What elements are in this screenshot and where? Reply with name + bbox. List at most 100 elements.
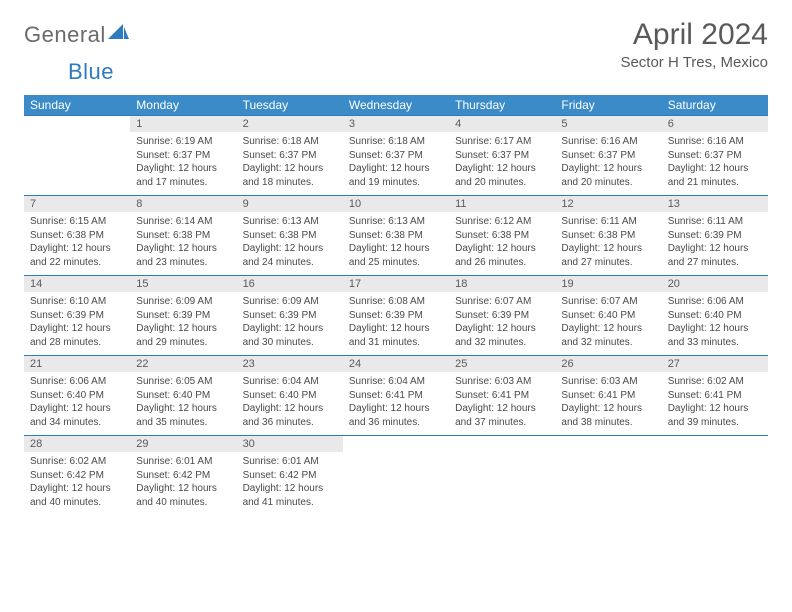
calendar-day-cell <box>343 435 449 515</box>
day-body: Sunrise: 6:04 AMSunset: 6:40 PMDaylight:… <box>237 372 343 435</box>
day-number: 24 <box>343 355 449 372</box>
calendar-header-row: Sunday Monday Tuesday Wednesday Thursday… <box>24 95 768 115</box>
day-body: Sunrise: 6:09 AMSunset: 6:39 PMDaylight:… <box>130 292 236 355</box>
day-body: Sunrise: 6:04 AMSunset: 6:41 PMDaylight:… <box>343 372 449 435</box>
day-body: Sunrise: 6:11 AMSunset: 6:38 PMDaylight:… <box>555 212 661 275</box>
calendar-day-cell: 6Sunrise: 6:16 AMSunset: 6:37 PMDaylight… <box>662 115 768 195</box>
day-body: Sunrise: 6:02 AMSunset: 6:41 PMDaylight:… <box>662 372 768 435</box>
day-body: Sunrise: 6:03 AMSunset: 6:41 PMDaylight:… <box>449 372 555 435</box>
day-number: 9 <box>237 195 343 212</box>
day-number: 13 <box>662 195 768 212</box>
logo-text-1: General <box>24 22 106 48</box>
day-number: 30 <box>237 435 343 452</box>
day-number: 27 <box>662 355 768 372</box>
day-number: 7 <box>24 195 130 212</box>
calendar-day-cell: 1Sunrise: 6:19 AMSunset: 6:37 PMDaylight… <box>130 115 236 195</box>
calendar-day-cell: 27Sunrise: 6:02 AMSunset: 6:41 PMDayligh… <box>662 355 768 435</box>
calendar-week-row: 1Sunrise: 6:19 AMSunset: 6:37 PMDaylight… <box>24 115 768 195</box>
calendar-day-cell: 14Sunrise: 6:10 AMSunset: 6:39 PMDayligh… <box>24 275 130 355</box>
calendar-day-cell: 12Sunrise: 6:11 AMSunset: 6:38 PMDayligh… <box>555 195 661 275</box>
day-number: 4 <box>449 115 555 132</box>
empty-day <box>24 115 130 132</box>
day-number: 21 <box>24 355 130 372</box>
day-number: 28 <box>24 435 130 452</box>
day-body: Sunrise: 6:14 AMSunset: 6:38 PMDaylight:… <box>130 212 236 275</box>
calendar-body: 1Sunrise: 6:19 AMSunset: 6:37 PMDaylight… <box>24 115 768 515</box>
day-number: 29 <box>130 435 236 452</box>
calendar-week-row: 7Sunrise: 6:15 AMSunset: 6:38 PMDaylight… <box>24 195 768 275</box>
calendar-day-cell: 19Sunrise: 6:07 AMSunset: 6:40 PMDayligh… <box>555 275 661 355</box>
calendar-day-cell: 10Sunrise: 6:13 AMSunset: 6:38 PMDayligh… <box>343 195 449 275</box>
col-friday: Friday <box>555 95 661 115</box>
calendar-day-cell: 23Sunrise: 6:04 AMSunset: 6:40 PMDayligh… <box>237 355 343 435</box>
col-tuesday: Tuesday <box>237 95 343 115</box>
calendar-day-cell: 15Sunrise: 6:09 AMSunset: 6:39 PMDayligh… <box>130 275 236 355</box>
day-number: 14 <box>24 275 130 292</box>
day-body: Sunrise: 6:07 AMSunset: 6:40 PMDaylight:… <box>555 292 661 355</box>
col-monday: Monday <box>130 95 236 115</box>
empty-day <box>555 435 661 452</box>
calendar-day-cell: 8Sunrise: 6:14 AMSunset: 6:38 PMDaylight… <box>130 195 236 275</box>
day-number: 18 <box>449 275 555 292</box>
col-saturday: Saturday <box>662 95 768 115</box>
day-number: 12 <box>555 195 661 212</box>
day-number: 6 <box>662 115 768 132</box>
calendar-day-cell: 13Sunrise: 6:11 AMSunset: 6:39 PMDayligh… <box>662 195 768 275</box>
day-body: Sunrise: 6:15 AMSunset: 6:38 PMDaylight:… <box>24 212 130 275</box>
day-body: Sunrise: 6:01 AMSunset: 6:42 PMDaylight:… <box>130 452 236 515</box>
calendar-day-cell: 18Sunrise: 6:07 AMSunset: 6:39 PMDayligh… <box>449 275 555 355</box>
day-body: Sunrise: 6:13 AMSunset: 6:38 PMDaylight:… <box>343 212 449 275</box>
day-body: Sunrise: 6:03 AMSunset: 6:41 PMDaylight:… <box>555 372 661 435</box>
day-body: Sunrise: 6:13 AMSunset: 6:38 PMDaylight:… <box>237 212 343 275</box>
calendar-day-cell <box>555 435 661 515</box>
calendar-day-cell: 28Sunrise: 6:02 AMSunset: 6:42 PMDayligh… <box>24 435 130 515</box>
calendar-day-cell <box>24 115 130 195</box>
day-number: 11 <box>449 195 555 212</box>
calendar-day-cell: 4Sunrise: 6:17 AMSunset: 6:37 PMDaylight… <box>449 115 555 195</box>
location: Sector H Tres, Mexico <box>620 54 768 71</box>
calendar-table: Sunday Monday Tuesday Wednesday Thursday… <box>24 95 768 515</box>
sail-icon <box>108 24 130 47</box>
day-number: 15 <box>130 275 236 292</box>
day-body: Sunrise: 6:06 AMSunset: 6:40 PMDaylight:… <box>24 372 130 435</box>
empty-day <box>343 435 449 452</box>
calendar-day-cell: 9Sunrise: 6:13 AMSunset: 6:38 PMDaylight… <box>237 195 343 275</box>
calendar-day-cell: 17Sunrise: 6:08 AMSunset: 6:39 PMDayligh… <box>343 275 449 355</box>
day-number: 19 <box>555 275 661 292</box>
day-body: Sunrise: 6:09 AMSunset: 6:39 PMDaylight:… <box>237 292 343 355</box>
day-body: Sunrise: 6:11 AMSunset: 6:39 PMDaylight:… <box>662 212 768 275</box>
day-body: Sunrise: 6:02 AMSunset: 6:42 PMDaylight:… <box>24 452 130 515</box>
calendar-day-cell: 3Sunrise: 6:18 AMSunset: 6:37 PMDaylight… <box>343 115 449 195</box>
day-number: 10 <box>343 195 449 212</box>
calendar-day-cell: 26Sunrise: 6:03 AMSunset: 6:41 PMDayligh… <box>555 355 661 435</box>
day-number: 22 <box>130 355 236 372</box>
col-sunday: Sunday <box>24 95 130 115</box>
logo: General <box>24 22 130 48</box>
col-wednesday: Wednesday <box>343 95 449 115</box>
calendar-day-cell: 22Sunrise: 6:05 AMSunset: 6:40 PMDayligh… <box>130 355 236 435</box>
calendar-day-cell: 5Sunrise: 6:16 AMSunset: 6:37 PMDaylight… <box>555 115 661 195</box>
day-number: 1 <box>130 115 236 132</box>
month-title: April 2024 <box>620 18 768 52</box>
calendar-day-cell <box>662 435 768 515</box>
day-number: 17 <box>343 275 449 292</box>
day-body: Sunrise: 6:19 AMSunset: 6:37 PMDaylight:… <box>130 132 236 195</box>
day-number: 26 <box>555 355 661 372</box>
day-body: Sunrise: 6:18 AMSunset: 6:37 PMDaylight:… <box>343 132 449 195</box>
day-number: 16 <box>237 275 343 292</box>
day-body: Sunrise: 6:10 AMSunset: 6:39 PMDaylight:… <box>24 292 130 355</box>
day-number: 2 <box>237 115 343 132</box>
calendar-day-cell: 16Sunrise: 6:09 AMSunset: 6:39 PMDayligh… <box>237 275 343 355</box>
calendar-day-cell: 21Sunrise: 6:06 AMSunset: 6:40 PMDayligh… <box>24 355 130 435</box>
day-body: Sunrise: 6:18 AMSunset: 6:37 PMDaylight:… <box>237 132 343 195</box>
day-number: 5 <box>555 115 661 132</box>
calendar-day-cell: 7Sunrise: 6:15 AMSunset: 6:38 PMDaylight… <box>24 195 130 275</box>
day-body: Sunrise: 6:12 AMSunset: 6:38 PMDaylight:… <box>449 212 555 275</box>
day-body: Sunrise: 6:06 AMSunset: 6:40 PMDaylight:… <box>662 292 768 355</box>
calendar-day-cell: 30Sunrise: 6:01 AMSunset: 6:42 PMDayligh… <box>237 435 343 515</box>
calendar-day-cell: 2Sunrise: 6:18 AMSunset: 6:37 PMDaylight… <box>237 115 343 195</box>
day-number: 23 <box>237 355 343 372</box>
empty-day <box>662 435 768 452</box>
day-body: Sunrise: 6:08 AMSunset: 6:39 PMDaylight:… <box>343 292 449 355</box>
calendar-week-row: 21Sunrise: 6:06 AMSunset: 6:40 PMDayligh… <box>24 355 768 435</box>
